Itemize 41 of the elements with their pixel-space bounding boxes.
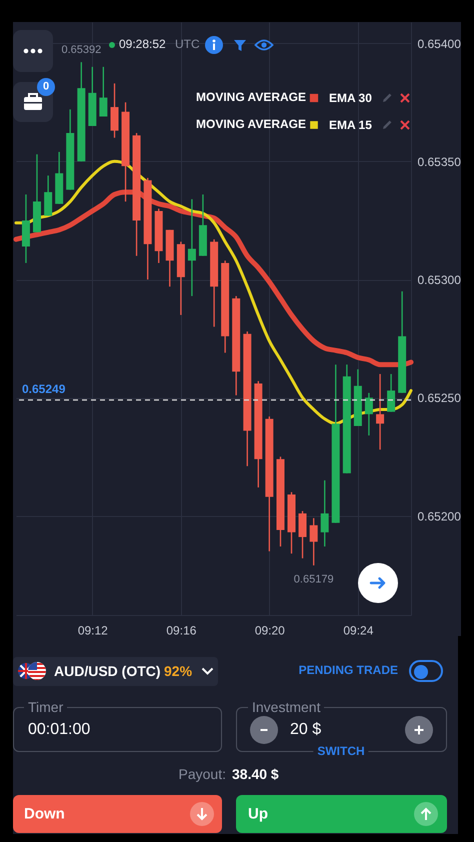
text: AUD/USD (OTC): [54, 662, 161, 680]
candlestick: [364, 392, 373, 436]
candlestick: [298, 510, 307, 559]
text: Down: [24, 805, 65, 823]
legend-label: EMA 30: [329, 91, 372, 105]
text: 00:01:00: [28, 720, 90, 740]
x-tick-label: 09:20: [254, 624, 286, 638]
annotation: MOVING AVERAGE: [196, 90, 306, 105]
x-tick-label: 09:16: [166, 624, 197, 638]
x-tick-label: 09:12: [78, 624, 108, 638]
legend-label: EMA 15: [329, 118, 372, 132]
candlestick: [44, 174, 52, 216]
y-tick-label: 0.65300: [418, 273, 462, 288]
candlestick: [320, 480, 329, 548]
x-tick-label: 09:24: [343, 624, 374, 638]
text: 38.40 $: [232, 766, 279, 782]
y-tick-label: 0.65200: [418, 509, 462, 524]
ref-line-label: 0.65249: [22, 382, 66, 396]
candlestick: [110, 82, 119, 138]
text: 20 $: [290, 720, 322, 740]
annotation: 09:28:52: [119, 37, 166, 52]
y-tick-label: 0.65350: [418, 154, 462, 169]
text: Up: [248, 805, 268, 823]
candlestick: [188, 198, 196, 297]
text: Timer: [24, 698, 68, 716]
y-tick-label: 0.65400: [418, 36, 462, 51]
annotation: UTC: [175, 37, 200, 52]
annotation: 0.65179: [294, 573, 334, 586]
candlestick: [376, 373, 384, 450]
annotation: MOVING AVERAGE: [196, 117, 306, 132]
candlestick: [99, 66, 108, 118]
annotation: 0.65392: [61, 44, 102, 56]
text: Investment: [248, 698, 324, 716]
candlestick: [310, 517, 318, 566]
text: SWITCH: [313, 744, 369, 759]
text: 92%: [164, 662, 192, 680]
annotation: 0: [42, 80, 50, 94]
y-tick-label: 0.65250: [418, 391, 462, 406]
candlestick: [387, 373, 396, 412]
text: PENDING TRADE: [298, 663, 398, 678]
text: Payout:: [178, 766, 226, 782]
